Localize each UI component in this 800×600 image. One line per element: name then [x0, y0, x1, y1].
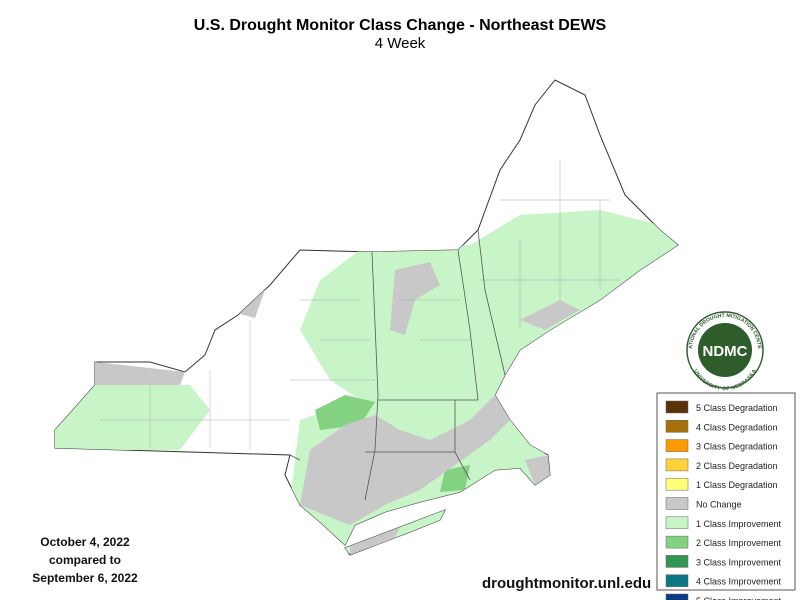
no-change [95, 362, 185, 385]
legend-label: No Change [696, 500, 742, 510]
subtitle: 4 Week [375, 35, 426, 52]
legend-swatch [665, 420, 689, 433]
no-change [300, 395, 510, 525]
legend-label: 4 Class Degradation [696, 422, 778, 432]
county-lines [100, 160, 620, 450]
legend-swatch [665, 477, 689, 491]
logo-abbr: NDMC [703, 343, 748, 360]
legend-swatch [665, 439, 689, 452]
legend-swatch [665, 458, 689, 472]
legend-swatch [665, 535, 689, 549]
legend: 5 Class Degradation 4 Class Degradation 3 … [665, 400, 782, 600]
legend-swatch [665, 400, 689, 414]
logo-disc [698, 323, 752, 377]
improvement-1 [55, 385, 210, 450]
date-line: October 4, 2022 [40, 535, 130, 549]
title: U.S. Drought Monitor Class Change - Nort… [194, 17, 607, 34]
legend-swatch [665, 593, 689, 600]
legend-label: 1 Class Degradation [696, 480, 778, 490]
legend-label: 3 Class Degradation [696, 442, 778, 452]
legend-label: 1 Class Improvement [696, 519, 782, 529]
legend-label: 4 Class Improvement [696, 577, 782, 587]
date-line: compared to [49, 553, 121, 567]
state-borders [289, 229, 506, 501]
source: droughtmonitor.unl.edu [482, 575, 651, 592]
date-note: October 4, 2022 compared to September 6, 2… [32, 535, 138, 585]
legend-swatch [665, 555, 689, 568]
legend-label: 5 Class Degradation [696, 403, 778, 413]
legend-swatch [665, 497, 689, 510]
legend-label: 2 Class Improvement [696, 538, 782, 548]
legend-swatch [665, 574, 689, 587]
legend-label: 3 Class Improvement [696, 557, 782, 567]
legend-swatch [665, 516, 689, 530]
legend-label: 2 Class Degradation [696, 461, 778, 471]
date-line: September 6, 2022 [32, 571, 138, 585]
legend-label: 5 Class Improvement [696, 596, 782, 600]
